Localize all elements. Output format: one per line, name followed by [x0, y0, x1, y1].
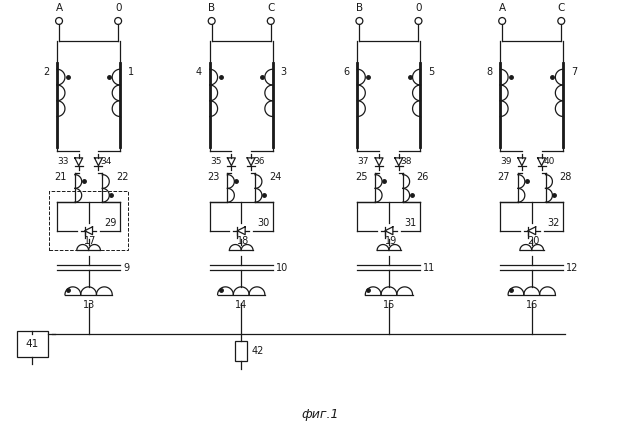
- Text: 41: 41: [26, 339, 39, 349]
- Text: 25: 25: [355, 171, 367, 181]
- Text: фиг.1: фиг.1: [301, 408, 339, 421]
- Text: 7: 7: [571, 67, 577, 77]
- Text: 2: 2: [43, 67, 49, 77]
- Text: B: B: [208, 3, 215, 13]
- Text: 24: 24: [269, 171, 281, 181]
- Text: 4: 4: [196, 67, 202, 77]
- Text: 13: 13: [83, 299, 95, 309]
- Text: 1: 1: [128, 67, 134, 77]
- Text: 29: 29: [104, 218, 116, 228]
- Text: 0: 0: [115, 3, 122, 13]
- Text: B: B: [356, 3, 363, 13]
- Text: 22: 22: [116, 171, 129, 181]
- Text: 28: 28: [559, 171, 572, 181]
- Text: A: A: [499, 3, 506, 13]
- Text: 10: 10: [276, 263, 288, 273]
- Text: 31: 31: [404, 218, 417, 228]
- Text: 0: 0: [415, 3, 422, 13]
- Text: 5: 5: [428, 67, 435, 77]
- Text: 21: 21: [54, 171, 67, 181]
- Text: 9: 9: [123, 263, 129, 273]
- Bar: [49, 191, 128, 250]
- Text: 39: 39: [500, 157, 512, 166]
- Bar: [17, 331, 48, 357]
- Text: 19: 19: [385, 236, 397, 246]
- Text: 35: 35: [210, 157, 221, 166]
- Text: 15: 15: [383, 299, 395, 309]
- Text: 42: 42: [251, 346, 264, 356]
- Text: 16: 16: [525, 299, 538, 309]
- Text: 8: 8: [486, 67, 492, 77]
- Text: 36: 36: [253, 157, 264, 166]
- Text: 26: 26: [417, 171, 429, 181]
- Text: 11: 11: [424, 263, 436, 273]
- Text: 27: 27: [497, 171, 510, 181]
- Text: 20: 20: [527, 236, 540, 246]
- Text: 34: 34: [100, 157, 112, 166]
- Text: 38: 38: [401, 157, 412, 166]
- Bar: [236, 341, 247, 361]
- Text: 12: 12: [566, 263, 579, 273]
- Text: 23: 23: [207, 171, 220, 181]
- Text: C: C: [557, 3, 565, 13]
- Text: 3: 3: [280, 67, 287, 77]
- Text: A: A: [56, 3, 63, 13]
- Text: 33: 33: [58, 157, 69, 166]
- Text: 6: 6: [344, 67, 349, 77]
- Text: 18: 18: [237, 236, 250, 246]
- Text: C: C: [267, 3, 275, 13]
- Text: 37: 37: [358, 157, 369, 166]
- Text: 32: 32: [547, 218, 560, 228]
- Text: 30: 30: [257, 218, 269, 228]
- Text: 14: 14: [235, 299, 247, 309]
- Text: 17: 17: [84, 236, 97, 246]
- Text: 40: 40: [543, 157, 555, 166]
